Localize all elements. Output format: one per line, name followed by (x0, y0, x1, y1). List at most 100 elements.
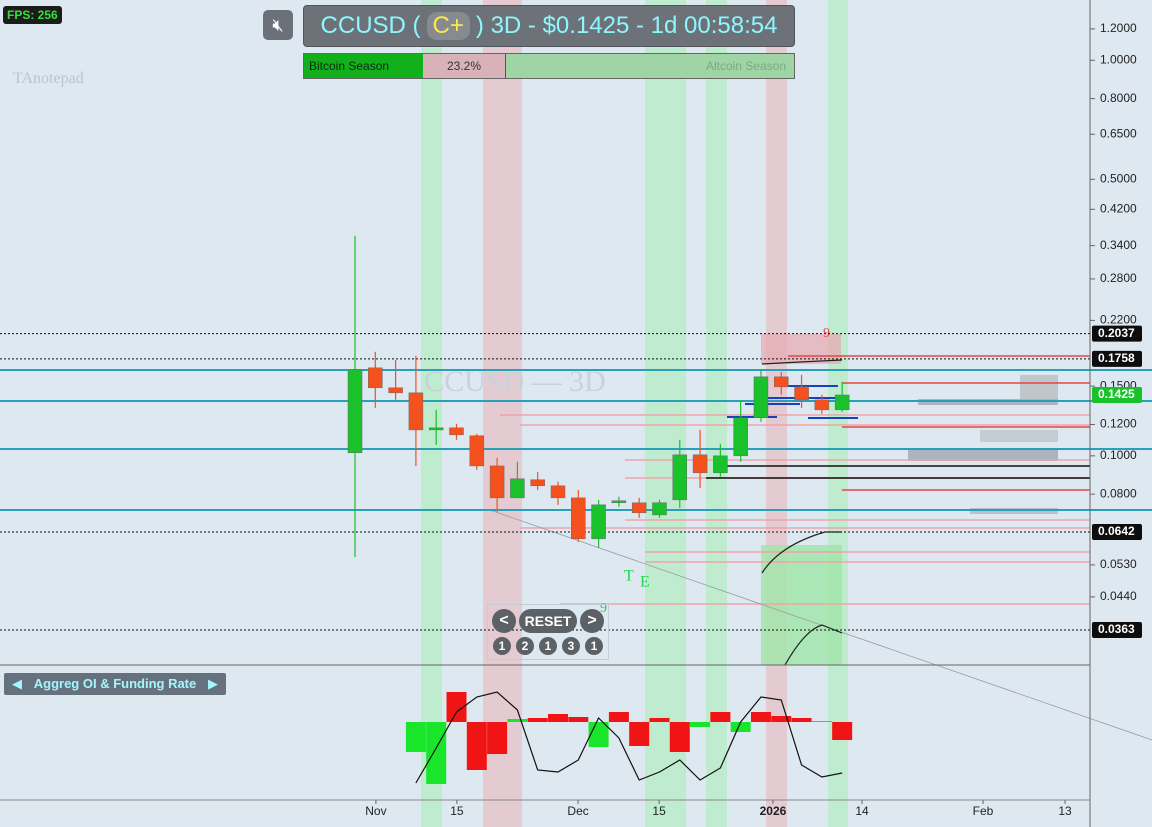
indicator-name: Aggreg OI & Funding Rate (33, 676, 197, 691)
candle-body (753, 376, 769, 419)
y-tick-label: 0.4200 (1100, 201, 1137, 215)
candle-body (692, 454, 708, 474)
oi-bar (527, 718, 548, 722)
y-tick-label: 0.1200 (1100, 417, 1137, 431)
oi-bar (487, 722, 508, 754)
candle-body (530, 479, 545, 487)
candle-body (408, 392, 424, 431)
next-button[interactable]: > (580, 609, 604, 633)
resistance-lines (788, 355, 1090, 491)
oi-bar (568, 717, 589, 722)
current-price-label: 0.1425 (1098, 387, 1135, 401)
oi-bar (750, 712, 771, 722)
count-button[interactable]: 3 (562, 637, 580, 655)
x-tick-label: 13 (1058, 804, 1072, 818)
x-tick-label: Nov (365, 804, 386, 818)
current-price-box (1092, 386, 1142, 403)
grade-badge: C+ (426, 12, 470, 40)
y-tick-label: 0.0800 (1100, 486, 1137, 500)
candle-body (428, 427, 444, 431)
arrow-left[interactable]: ◀ (12, 676, 22, 691)
oi-bar (710, 712, 731, 722)
y-tick-label: 1.2000 (1100, 21, 1137, 35)
oi-bar (811, 721, 832, 722)
y-tick-label: 0.6500 (1100, 126, 1137, 140)
candle-body (611, 500, 627, 504)
oi-bar (588, 722, 609, 747)
symbol-header: CCUSD ( C+ ) 3D - $0.1425 - 1d 00:58:54 (303, 5, 795, 47)
x-tick-label: 14 (855, 804, 869, 818)
prev-button[interactable]: < (492, 609, 516, 633)
y-tick-label: 1.0000 (1100, 52, 1137, 66)
oi-bar (832, 722, 853, 740)
funding-line (415, 691, 843, 784)
oi-bar (426, 722, 447, 784)
candle-body (733, 417, 748, 457)
candle-body (368, 367, 383, 389)
oi-bar (466, 722, 487, 770)
title-text: CCUSD ( (320, 12, 421, 39)
season-label: Bitcoin Season (304, 54, 423, 78)
x-tick-label: 2026 (760, 804, 787, 818)
candle-body (713, 455, 728, 474)
price-label-box (1092, 350, 1142, 367)
oi-bar (791, 718, 812, 722)
candle-body (834, 394, 850, 411)
candle-body (510, 478, 525, 499)
y-tick-label: 0.8000 (1100, 91, 1137, 105)
fps-counter: FPS: 256 (3, 6, 62, 24)
replay-controls: < RESET > 1 2 1 3 1 (487, 604, 609, 660)
price-label-box (1092, 621, 1142, 638)
notepad-label: TAnotepad (13, 70, 84, 87)
oi-bar (690, 722, 711, 727)
candle-body (571, 497, 586, 540)
green-band (706, 0, 727, 827)
oi-bar (771, 716, 792, 722)
y-tick-label: 0.2200 (1100, 313, 1137, 327)
oi-bar (547, 714, 568, 722)
season-pct: 23.2% (423, 54, 506, 78)
candle-body (550, 485, 566, 499)
candle-body (489, 465, 505, 499)
red-band (766, 0, 787, 827)
annotation: E (640, 574, 650, 591)
price-label: 0.1758 (1098, 351, 1135, 365)
oi-bar (405, 722, 426, 752)
y-tick-label: 0.1000 (1100, 448, 1137, 462)
candle-body (591, 504, 606, 540)
candle-body (814, 399, 830, 411)
reset-button[interactable]: RESET (519, 609, 577, 633)
count-button[interactable]: 1 (539, 637, 557, 655)
liquidity-lines (500, 414, 1090, 605)
indicator-selector[interactable]: ◀ Aggreg OI & Funding Rate ▶ (4, 673, 226, 695)
candle-body (652, 502, 667, 516)
candle-body (672, 454, 688, 501)
price-label: 0.0642 (1098, 524, 1135, 538)
oi-bar (629, 722, 650, 746)
annotation: T (624, 568, 634, 585)
y-tick-label: 0.0530 (1100, 557, 1137, 571)
green-band (828, 0, 848, 827)
support-lines (706, 465, 1090, 479)
count-button[interactable]: 2 (516, 637, 534, 655)
arrow-right[interactable]: ▶ (208, 676, 218, 691)
candle-body (469, 435, 485, 467)
green-band (645, 0, 686, 827)
count-button[interactable]: 1 (493, 637, 511, 655)
oi-bar (608, 712, 629, 722)
x-tick-label: Feb (973, 804, 994, 818)
season-bar: Bitcoin Season 23.2% Altcoin Season (303, 53, 795, 79)
count-button[interactable]: 1 (585, 637, 603, 655)
oi-bar (446, 692, 467, 722)
y-tick-label: 0.5000 (1100, 172, 1137, 186)
volume-profile (908, 375, 1058, 514)
y-tick-label: 0.2800 (1100, 271, 1137, 285)
candle-body (794, 386, 809, 401)
x-tick-label: 15 (652, 804, 666, 818)
mute-button[interactable]: 🔇︎ (263, 10, 293, 40)
annotation: 9 (600, 601, 607, 616)
x-tick-label: Dec (567, 804, 588, 818)
green-band (421, 0, 442, 827)
y-tick-label: 0.3400 (1100, 238, 1137, 252)
